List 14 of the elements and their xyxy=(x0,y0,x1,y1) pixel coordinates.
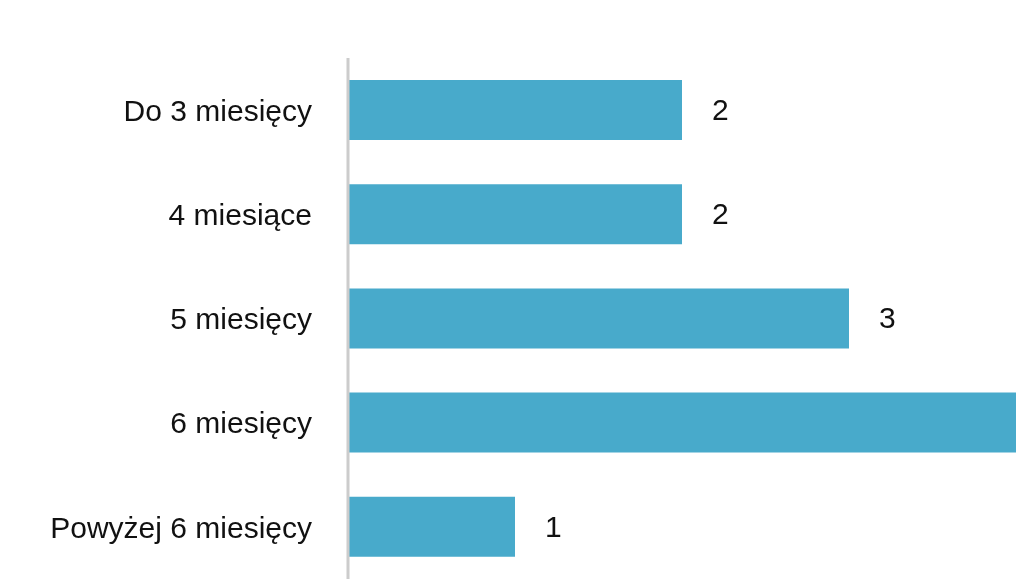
bar xyxy=(348,288,849,349)
bar xyxy=(348,80,682,140)
bar xyxy=(348,496,515,557)
bar xyxy=(348,184,682,245)
data-label: 3 xyxy=(879,301,896,335)
data-label: 2 xyxy=(712,197,729,231)
y-tick-label: Powyżej 6 miesięcy xyxy=(50,510,312,544)
y-tick-label: 4 miesiące xyxy=(168,197,312,231)
y-tick-label: 6 miesięcy xyxy=(170,406,312,440)
y-tick-label: Do 3 miesięcy xyxy=(123,93,312,127)
data-label: 2 xyxy=(712,92,729,126)
data-label: 1 xyxy=(545,509,562,543)
y-tick-label: 5 miesięcy xyxy=(170,302,312,336)
bar xyxy=(348,392,1016,453)
